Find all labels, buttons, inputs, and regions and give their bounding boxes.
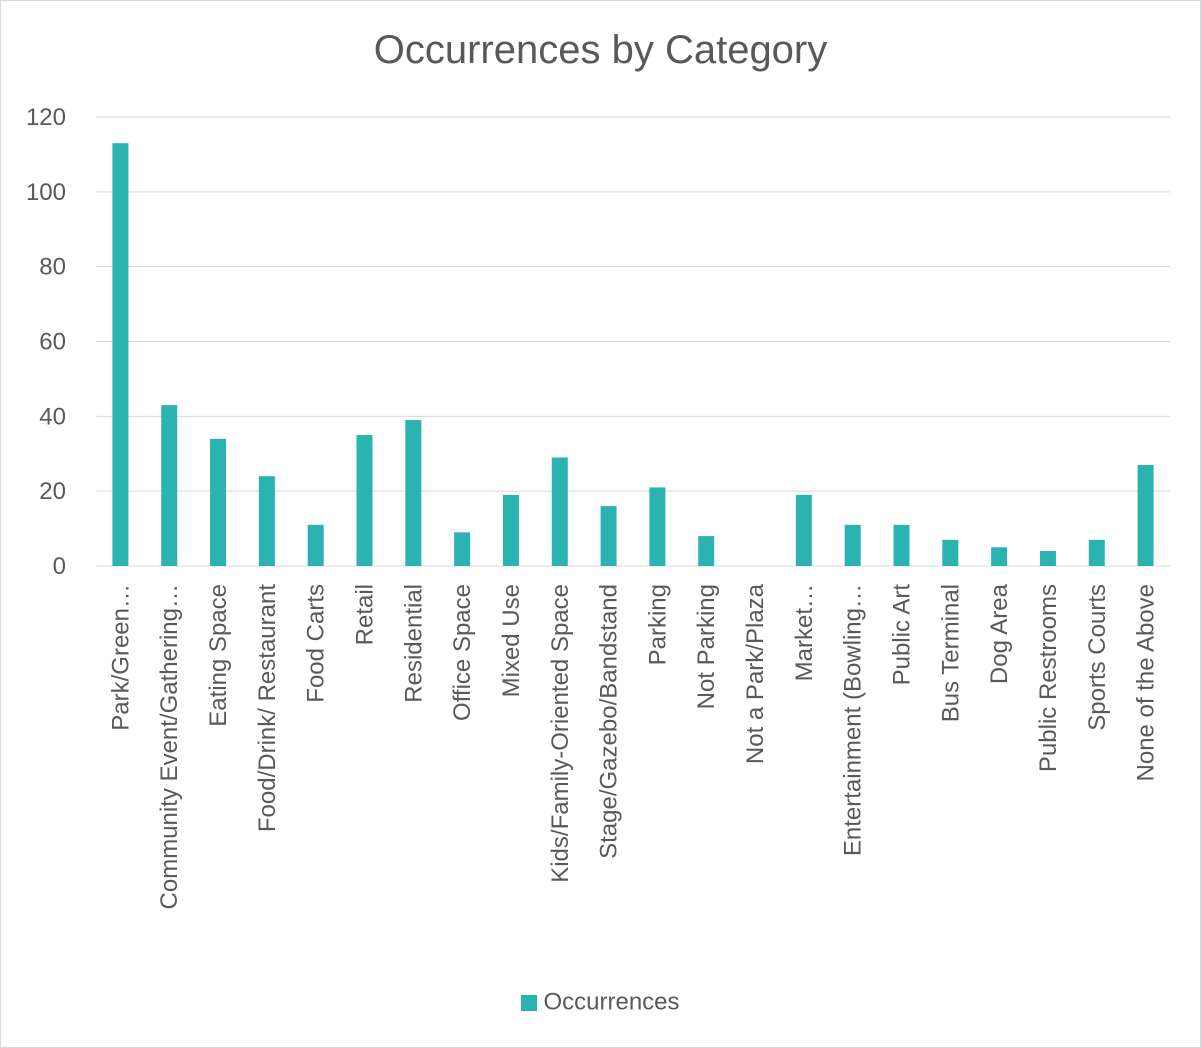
x-tick-label: Office Space	[449, 584, 476, 721]
x-tick-label: Community Event/Gathering…	[156, 584, 183, 909]
bar	[698, 536, 715, 566]
legend-swatch	[521, 994, 538, 1011]
y-tick-label: 80	[39, 254, 66, 281]
y-tick-label: 40	[39, 403, 66, 430]
y-tick-label: 60	[39, 329, 66, 356]
x-tick-label: Stage/Gazebo/Bandstand	[596, 584, 623, 859]
x-tick-label: Park/Green…	[107, 584, 134, 731]
bar	[1088, 539, 1105, 566]
y-tick-label: 100	[26, 179, 66, 206]
x-tick-label: Dog Area	[986, 583, 1013, 684]
x-tick-label: Parking	[644, 584, 671, 665]
x-tick-label: Food Carts	[303, 584, 330, 703]
bar	[210, 438, 227, 566]
x-tick-label: Kids/Family-Oriented Space	[547, 584, 574, 883]
bar	[1039, 551, 1056, 566]
x-tick-label: Not a Park/Plaza	[742, 583, 769, 764]
x-tick-label: Market…	[791, 584, 818, 681]
x-tick-label: None of the Above	[1133, 584, 1160, 781]
bar	[356, 435, 373, 566]
x-tick-label: Entertainment (Bowling…	[840, 584, 867, 856]
bar	[1137, 464, 1154, 566]
bar	[551, 457, 568, 566]
legend-label: Occurrences	[543, 988, 680, 1016]
y-tick-label: 20	[39, 478, 66, 505]
x-tick-label: Public Restrooms	[1035, 584, 1062, 772]
bar	[454, 532, 471, 566]
y-tick-label: 0	[53, 553, 66, 580]
bar	[405, 420, 422, 566]
x-tick-label: Retail	[352, 584, 379, 645]
x-tick-label: Not Parking	[693, 584, 720, 709]
bar	[991, 547, 1008, 566]
y-tick-label: 120	[26, 104, 66, 131]
x-tick-label: Residential	[400, 584, 427, 703]
bar	[600, 506, 617, 566]
bar	[112, 143, 129, 567]
bar	[258, 476, 275, 566]
bar	[161, 405, 178, 566]
x-tick-label: Eating Space	[205, 584, 232, 727]
x-tick-label: Mixed Use	[498, 584, 525, 697]
x-tick-label: Sports Courts	[1084, 584, 1111, 731]
bar	[502, 494, 519, 566]
bar	[942, 539, 959, 566]
x-tick-label: Food/Drink/ Restaurant	[254, 584, 281, 832]
bar	[649, 487, 666, 566]
x-tick-label: Public Art	[889, 584, 916, 686]
bar	[307, 524, 324, 566]
chart-title: Occurrences by Category	[373, 28, 828, 72]
bar	[844, 524, 861, 566]
bar	[893, 524, 910, 566]
x-tick-label: Bus Terminal	[937, 584, 964, 722]
bar	[795, 494, 812, 566]
legend: Occurrences	[0, 988, 1201, 1017]
